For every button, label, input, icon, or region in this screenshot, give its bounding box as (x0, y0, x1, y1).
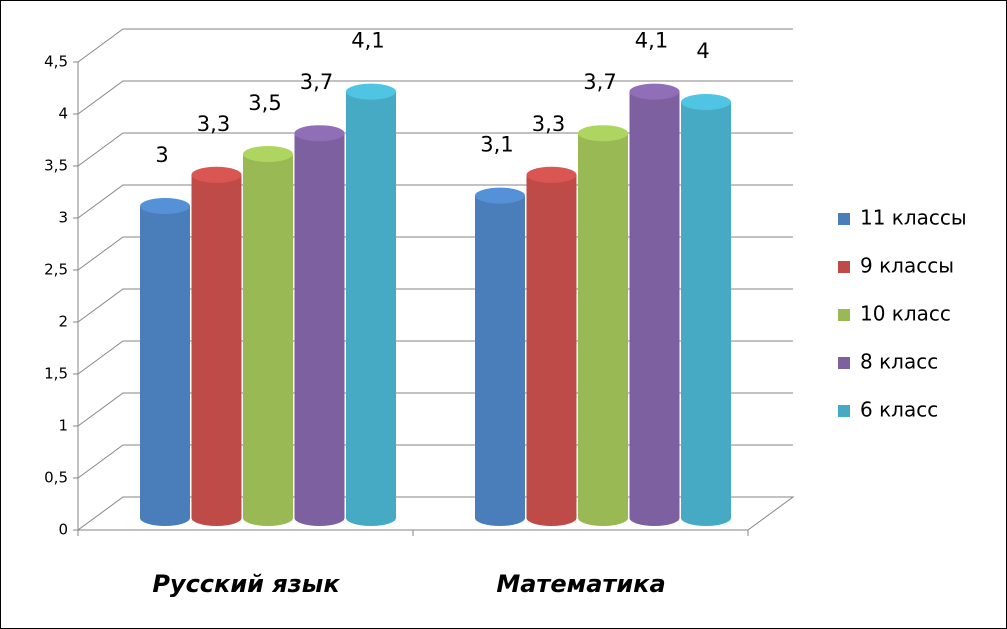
bar-top (526, 166, 577, 183)
y-tick-label: 1,5 (44, 365, 68, 383)
y-tick-label: 1 (58, 417, 68, 435)
value-label: 3,1 (480, 133, 513, 157)
legend-swatch (838, 357, 850, 369)
bar (475, 195, 525, 526)
bar-top (191, 166, 242, 183)
y-tick-label: 4 (58, 105, 68, 123)
bar (294, 133, 345, 526)
legend-swatch (838, 213, 850, 225)
legend-swatch (838, 405, 850, 417)
legend-label: 11 классы (860, 206, 967, 230)
x-tick-label: Русский язык (152, 570, 340, 598)
y-tick-label: 4,5 (44, 53, 68, 71)
value-label: 4,1 (635, 29, 668, 53)
bar (243, 154, 293, 526)
value-label: 3,3 (197, 112, 230, 136)
legend-swatch (838, 309, 850, 321)
y-tick-label: 2 (58, 313, 68, 331)
bar-top (681, 94, 731, 110)
bar-top (346, 83, 396, 100)
legend-label: 8 класс (860, 350, 938, 374)
bar-top (578, 125, 628, 142)
bar (140, 206, 190, 526)
value-label: 4 (696, 39, 709, 63)
bar-top (475, 187, 525, 204)
bar-top (140, 198, 190, 214)
bar-top (243, 146, 293, 162)
y-tick-label: 0,5 (44, 469, 68, 487)
value-label: 4,1 (351, 29, 384, 53)
y-tick-label: 2,5 (44, 261, 68, 279)
bar (526, 174, 577, 527)
bar-top (629, 83, 680, 100)
bar (629, 91, 680, 526)
y-tick-label: 3,5 (44, 157, 68, 175)
x-tick-label: Математика (496, 570, 665, 598)
legend-swatch (838, 261, 850, 273)
grid-line (77, 28, 793, 63)
bar (346, 91, 396, 526)
bar-top (294, 125, 345, 142)
grid-line (77, 132, 793, 167)
y-tick-label: 0 (58, 521, 68, 539)
bar (681, 102, 731, 526)
value-label: 3,5 (248, 91, 281, 115)
bar (191, 174, 242, 527)
value-label: 3 (155, 143, 168, 167)
bar (578, 133, 628, 526)
value-label: 3,7 (300, 70, 333, 94)
grid-line (77, 80, 793, 115)
legend-label: 9 классы (860, 254, 954, 278)
legend-label: 6 класс (860, 398, 938, 422)
value-label: 3,3 (532, 112, 565, 136)
legend-label: 10 класс (860, 302, 951, 326)
y-tick-label: 3 (58, 209, 68, 227)
value-label: 3,7 (583, 70, 616, 94)
